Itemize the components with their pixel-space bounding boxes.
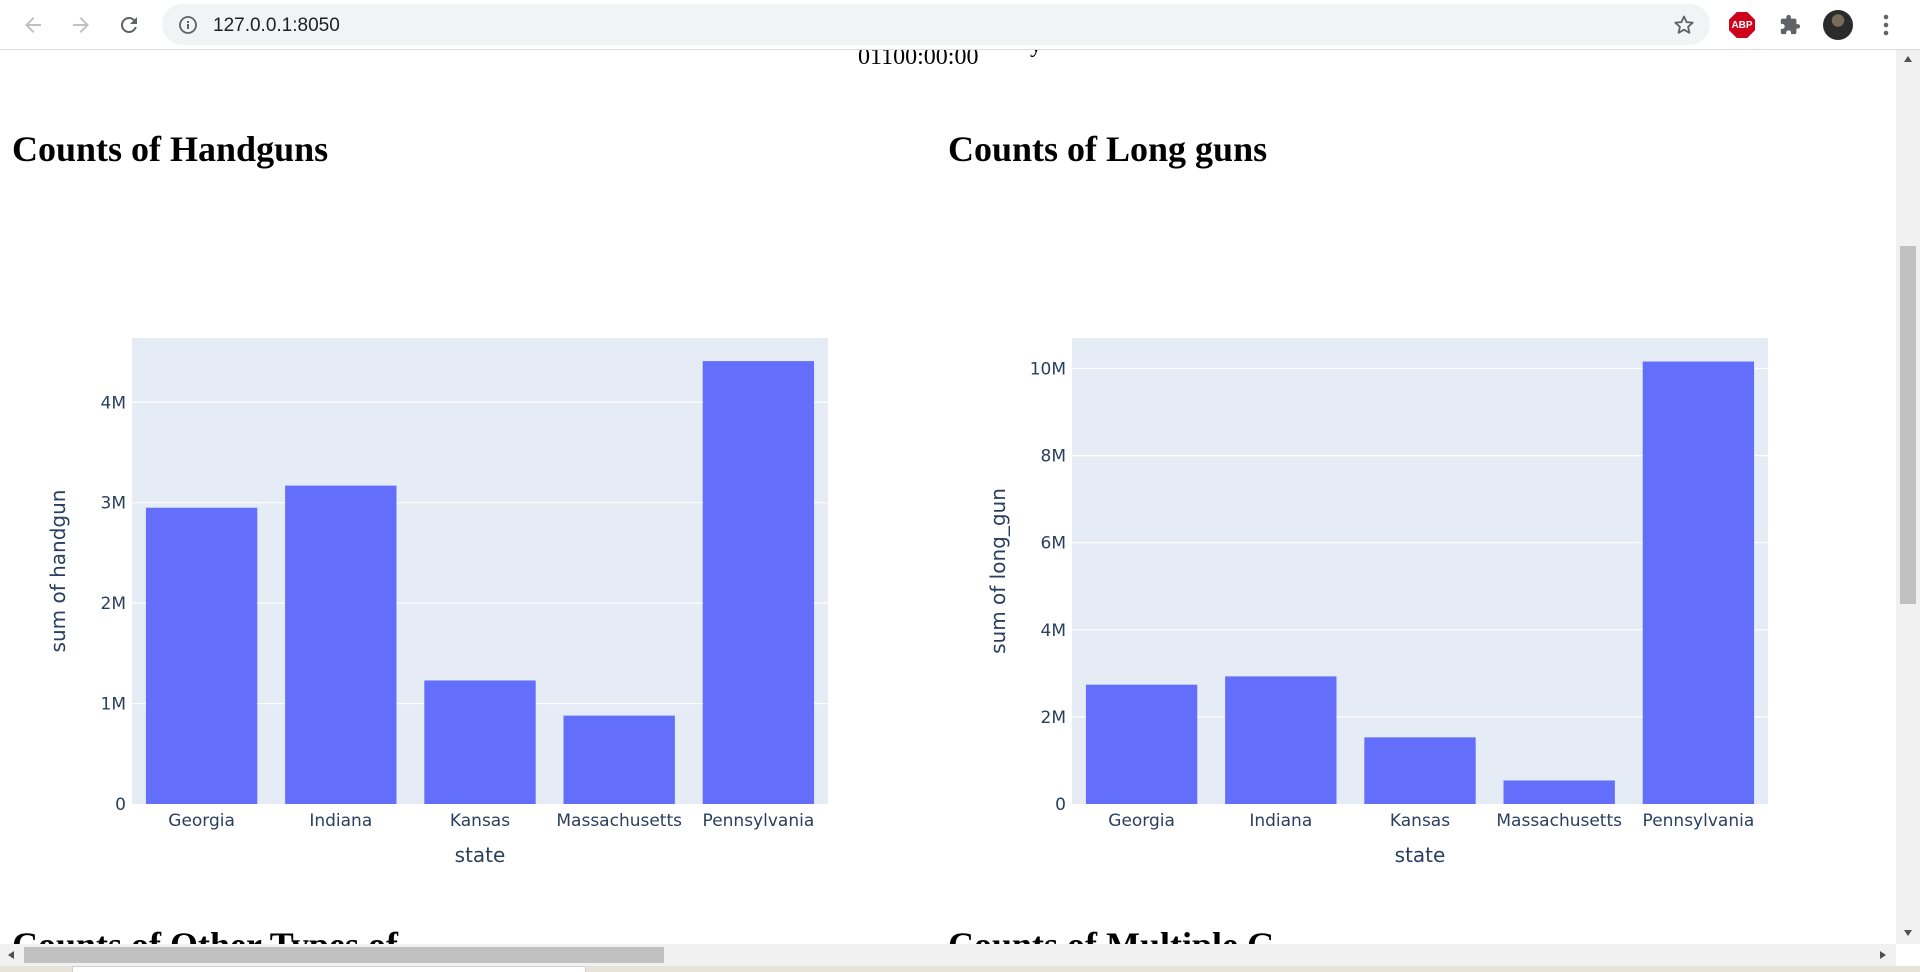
x-tick-label: Massachusetts <box>556 811 682 831</box>
bar-georgia[interactable] <box>145 507 258 804</box>
x-tick-label: Georgia <box>1108 811 1175 831</box>
multiple-guns-heading: Counts of Multiple G <box>948 924 1275 944</box>
y-axis-title: sum of handgun <box>46 490 70 653</box>
handguns-heading: Counts of Handguns <box>12 129 329 169</box>
url-text[interactable]: 127.0.0.1:8050 <box>213 15 340 36</box>
scroll-left-icon[interactable] <box>6 949 16 961</box>
puzzle-icon[interactable] <box>1774 9 1806 41</box>
adblock-extension-icon[interactable]: ABP <box>1726 9 1758 41</box>
scroll-right-icon[interactable] <box>1878 949 1888 961</box>
menu-dots-icon[interactable] <box>1870 9 1902 41</box>
y-tick-label: 2M <box>1041 708 1066 728</box>
clipped-top-text-2: y <box>1030 50 1042 59</box>
x-tick-label: Kansas <box>1390 811 1450 831</box>
bar-indiana[interactable] <box>1225 676 1337 804</box>
y-tick-label: 6M <box>1041 534 1066 554</box>
clipped-top-text: 01100:00:00 <box>858 50 979 70</box>
bar-pennsylvania[interactable] <box>702 361 815 804</box>
bar-georgia[interactable] <box>1085 684 1198 804</box>
y-tick-label: 1M <box>101 695 126 715</box>
x-tick-label: Kansas <box>450 811 510 831</box>
bar-pennsylvania[interactable] <box>1642 361 1755 804</box>
profile-avatar[interactable] <box>1822 9 1854 41</box>
handguns-bar-chart: 0 1M 2M 3M 4M Georgia Indiana Kansas Massachuset… <box>46 338 828 867</box>
x-tick-label: Georgia <box>168 811 235 831</box>
bar-massachusetts[interactable] <box>563 715 675 804</box>
back-arrow-icon[interactable] <box>19 11 47 39</box>
avatar-image <box>1823 10 1853 40</box>
other-types-heading: Counts of Other Types of <box>12 924 398 944</box>
address-bar[interactable]: 127.0.0.1:8050 <box>162 4 1710 45</box>
x-tick-label: Indiana <box>1249 811 1312 831</box>
x-axis-title: state <box>455 843 506 867</box>
y-tick-label: 10M <box>1030 359 1066 379</box>
page-content: 01100:00:00 y Counts of Handguns Counts … <box>0 50 1896 944</box>
long-guns-heading: Counts of Long guns <box>948 129 1268 169</box>
horizontal-scroll-thumb[interactable] <box>24 947 664 963</box>
bottom-tab <box>72 966 586 972</box>
bar-kansas[interactable] <box>424 680 536 804</box>
y-tick-label: 2M <box>101 594 126 614</box>
bar-kansas[interactable] <box>1364 737 1476 804</box>
reload-icon[interactable] <box>115 11 143 39</box>
horizontal-scrollbar[interactable] <box>0 944 1896 966</box>
long-guns-bar-chart: 0 2M 4M 6M 8M 10M Georgia Indiana Kansas Massachu… <box>986 338 1768 867</box>
info-icon[interactable] <box>178 15 198 40</box>
scroll-up-icon[interactable] <box>1902 54 1914 64</box>
y-tick-label: 4M <box>101 393 126 413</box>
bottom-strip <box>0 966 1920 972</box>
bar-indiana[interactable] <box>285 485 397 804</box>
y-tick-label: 0 <box>115 795 126 815</box>
scroll-down-icon[interactable] <box>1902 928 1914 938</box>
vertical-scroll-thumb[interactable] <box>1900 246 1916 604</box>
y-tick-label: 4M <box>1041 621 1066 641</box>
x-axis-title: state <box>1395 843 1446 867</box>
forward-arrow-icon[interactable] <box>67 11 95 39</box>
abp-badge: ABP <box>1729 12 1755 38</box>
x-tick-label: Pennsylvania <box>1643 811 1755 831</box>
y-tick-label: 8M <box>1041 447 1066 467</box>
vertical-scrollbar[interactable] <box>1896 50 1920 944</box>
y-axis-title: sum of long_gun <box>986 488 1010 654</box>
x-tick-label: Pennsylvania <box>703 811 815 831</box>
x-tick-label: Indiana <box>309 811 372 831</box>
star-icon[interactable] <box>1672 13 1696 42</box>
browser-toolbar: 127.0.0.1:8050 ABP <box>0 0 1920 50</box>
x-tick-label: Massachusetts <box>1496 811 1622 831</box>
y-tick-label: 3M <box>101 494 126 514</box>
bar-massachusetts[interactable] <box>1503 780 1615 804</box>
y-tick-label: 0 <box>1055 795 1066 815</box>
